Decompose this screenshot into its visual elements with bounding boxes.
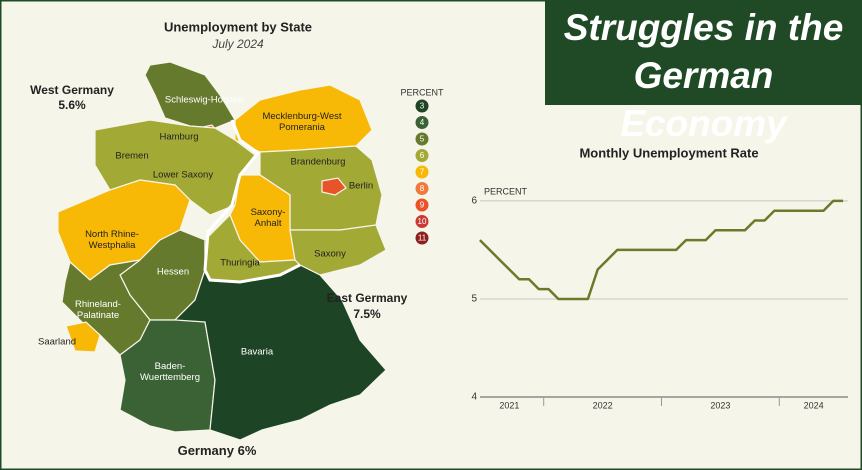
y-tick-label: 4 (471, 392, 477, 403)
line-chart: 4 5 6 2021 2022 2023 2024 (471, 196, 848, 410)
legend-title: PERCENT (400, 87, 444, 97)
region-label: Saxony (314, 248, 346, 260)
region-label: Thuringia (220, 257, 260, 269)
annotation-name: West Germany (30, 83, 114, 97)
legend-swatch (415, 215, 429, 228)
region-label: Hamburg (159, 131, 199, 143)
legend-swatch (415, 99, 429, 113)
region-label: Bavaria (240, 346, 274, 358)
annotation-name: Germany (178, 443, 235, 458)
y-tick-label: 5 (471, 294, 477, 305)
legend-swatch (415, 231, 429, 245)
map-title: Unemployment by State (164, 19, 312, 34)
annotation-value: 6% (238, 443, 257, 458)
region-label: Mecklenburg-West Pomerania (262, 111, 342, 133)
x-tick-label: 2021 (499, 400, 519, 410)
legend-label: 6 (420, 151, 425, 160)
legend-label: 4 (420, 118, 425, 127)
legend-swatch (415, 132, 429, 146)
y-tick-label: 6 (471, 196, 477, 207)
region-label: Lower Saxony (152, 169, 214, 181)
legend-label: 9 (420, 201, 425, 210)
legend-label: 8 (420, 184, 425, 193)
legend-label: 3 (420, 102, 425, 111)
annotation: Germany 6% (178, 443, 257, 458)
region-label: Rhineland-Palatinate (75, 299, 121, 321)
region-label: Berlin (348, 180, 374, 192)
map-subtitle: July 2024 (211, 37, 264, 51)
legend-label: 7 (420, 168, 425, 177)
region-label: Bremen (115, 150, 149, 162)
x-tick-label: 2024 (804, 400, 824, 410)
x-tick-label: 2022 (593, 400, 613, 410)
legend-swatch (415, 116, 429, 129)
annotation-value: 5.6% (58, 98, 86, 112)
legend-swatch (415, 165, 429, 179)
banner: Struggles in the German Economy (545, 0, 862, 144)
east-west-border (203, 119, 301, 284)
annotation-name: East Germany (327, 291, 408, 305)
annotation-value: 7.5% (353, 307, 381, 321)
x-tick-label: 2023 (710, 400, 730, 410)
region (65, 321, 101, 353)
line-title: Monthly Unemployment Rate (579, 145, 758, 160)
region (289, 224, 387, 276)
y-axis-label: PERCENT (484, 186, 528, 196)
legend-label: 10 (418, 217, 427, 226)
legend-label: 11 (418, 234, 427, 243)
region-label: Baden-Wuerttemberg (139, 361, 200, 383)
legend-swatch (415, 198, 429, 212)
legend-label: 5 (420, 135, 425, 144)
region-label: Saxony-Anhalt (250, 207, 286, 229)
region (321, 177, 347, 196)
map: 3 4 5 6 7 8 9 10 11 (57, 61, 429, 441)
region-label: North Rhine-Westphalia (85, 229, 139, 251)
legend-swatch (415, 182, 429, 195)
region-label: Schleswig-Holstein (164, 94, 246, 106)
line-series (479, 199, 844, 301)
region-label: Hessen (156, 266, 190, 278)
legend-swatch (415, 149, 429, 162)
region-label: Brandenburg (290, 156, 346, 168)
region-label: Saarland (37, 336, 77, 348)
